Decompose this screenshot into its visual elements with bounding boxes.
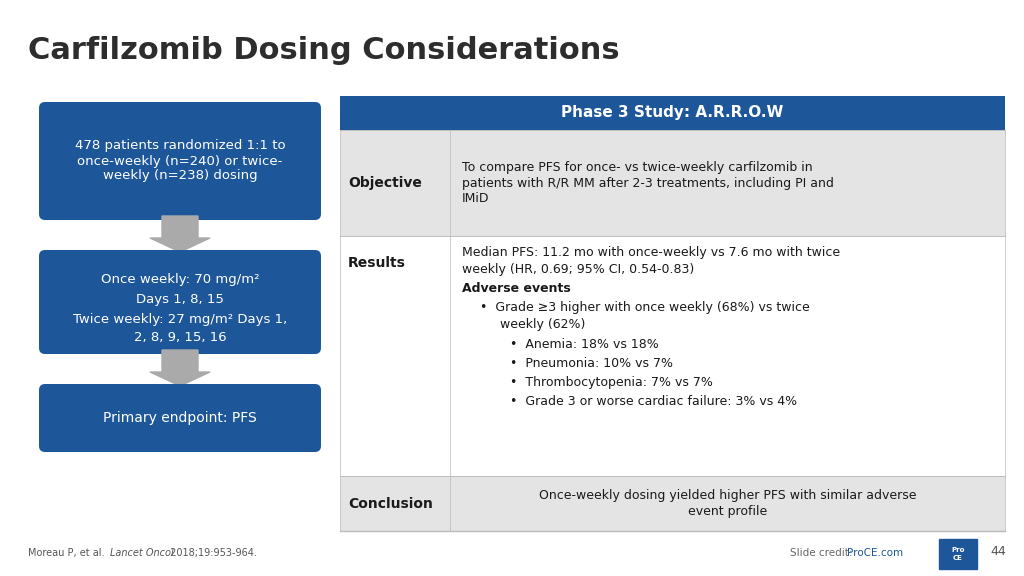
Text: Adverse events: Adverse events (462, 282, 570, 295)
Text: Once-weekly dosing yielded higher PFS with similar adverse
event profile: Once-weekly dosing yielded higher PFS wi… (539, 490, 916, 517)
Bar (340, 96, 1005, 130)
Text: 2018;19:953-964.: 2018;19:953-964. (167, 548, 257, 558)
Text: weekly (HR, 0.69; 95% CI, 0.54-0.83): weekly (HR, 0.69; 95% CI, 0.54-0.83) (462, 263, 694, 276)
Text: Once weekly: 70 mg/m²: Once weekly: 70 mg/m² (100, 274, 259, 286)
Text: •  Grade ≥3 higher with once weekly (68%) vs twice: • Grade ≥3 higher with once weekly (68%)… (480, 301, 810, 314)
Text: Objective: Objective (348, 176, 422, 190)
Text: 44: 44 (990, 545, 1006, 558)
FancyBboxPatch shape (39, 250, 321, 354)
Text: •  Anemia: 18% vs 18%: • Anemia: 18% vs 18% (510, 338, 658, 351)
Text: weekly (62%): weekly (62%) (480, 318, 586, 331)
Polygon shape (150, 216, 210, 252)
Text: 2, 8, 9, 15, 16: 2, 8, 9, 15, 16 (134, 332, 226, 344)
FancyBboxPatch shape (939, 539, 977, 569)
Text: Primary endpoint: PFS: Primary endpoint: PFS (103, 411, 257, 425)
Text: 478 patients randomized 1:1 to
once-weekly (n=240) or twice-
weekly (n=238) dosi: 478 patients randomized 1:1 to once-week… (75, 139, 286, 183)
Text: ProCE.com: ProCE.com (847, 548, 903, 558)
Bar (340, 130, 1005, 236)
FancyBboxPatch shape (39, 384, 321, 452)
Text: •  Grade 3 or worse cardiac failure: 3% vs 4%: • Grade 3 or worse cardiac failure: 3% v… (510, 395, 797, 408)
Text: •  Pneumonia: 10% vs 7%: • Pneumonia: 10% vs 7% (510, 357, 673, 370)
Bar (340, 236, 1005, 476)
Text: Carfilzomib Dosing Considerations: Carfilzomib Dosing Considerations (28, 36, 620, 65)
FancyBboxPatch shape (39, 102, 321, 220)
Text: Phase 3 Study: A.R.R.O.W: Phase 3 Study: A.R.R.O.W (561, 105, 783, 120)
Text: Slide credit:: Slide credit: (790, 548, 856, 558)
Text: Results: Results (348, 256, 406, 270)
Text: To compare PFS for once- vs twice-weekly carfilzomib in
patients with R/R MM aft: To compare PFS for once- vs twice-weekly… (462, 161, 834, 204)
Text: Twice weekly: 27 mg/m² Days 1,: Twice weekly: 27 mg/m² Days 1, (73, 313, 287, 325)
Text: Pro
CE: Pro CE (951, 548, 965, 560)
Text: Moreau P, et al.: Moreau P, et al. (28, 548, 108, 558)
Polygon shape (150, 350, 210, 386)
Text: Days 1, 8, 15: Days 1, 8, 15 (136, 293, 224, 305)
Text: Lancet Oncol.: Lancet Oncol. (110, 548, 177, 558)
Text: Conclusion: Conclusion (348, 497, 433, 510)
Text: •  Thrombocytopenia: 7% vs 7%: • Thrombocytopenia: 7% vs 7% (510, 376, 713, 389)
Text: Median PFS: 11.2 mo with once-weekly vs 7.6 mo with twice: Median PFS: 11.2 mo with once-weekly vs … (462, 246, 840, 259)
Bar (340, 476, 1005, 531)
